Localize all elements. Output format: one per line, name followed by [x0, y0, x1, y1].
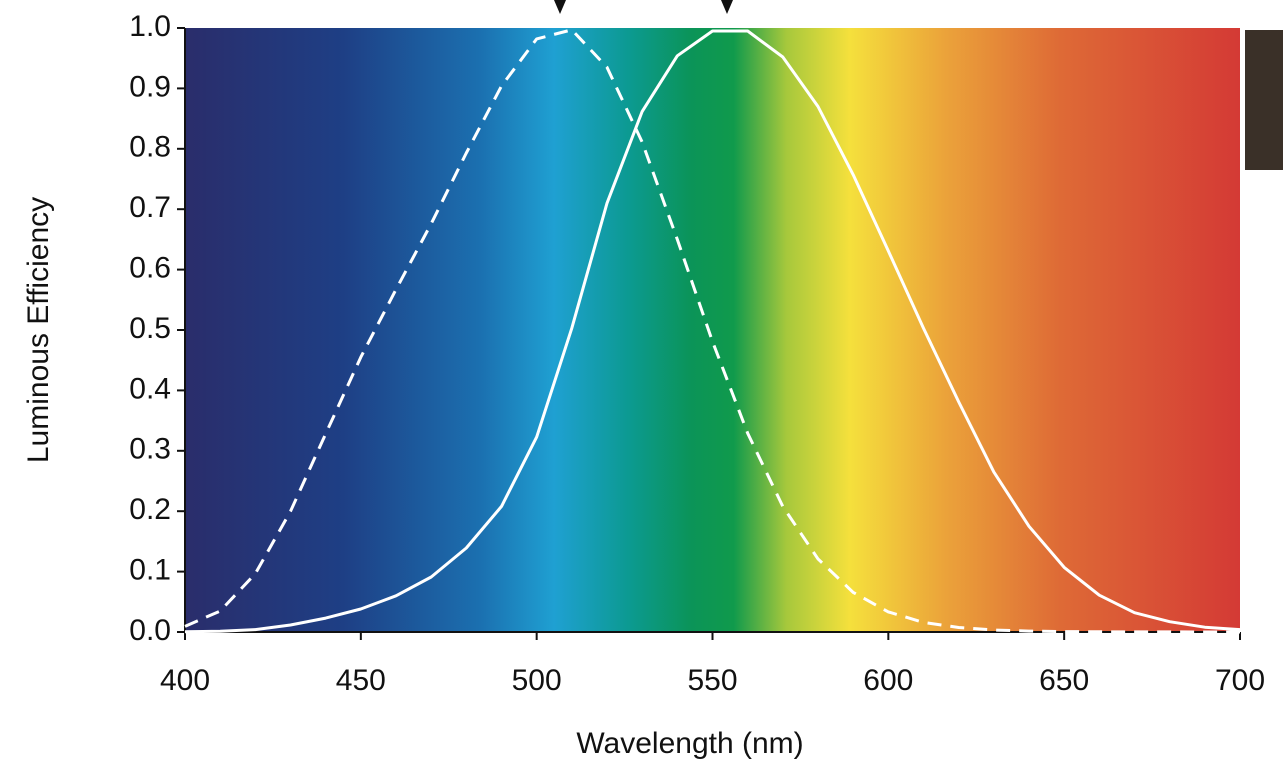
x-tick-label: 450: [336, 664, 386, 697]
series-line: [184, 29, 1241, 634]
arrow: [721, 0, 733, 14]
spectrum-background: [185, 28, 1240, 632]
y-tick-label: 0.3: [129, 433, 171, 466]
y-tick-label: 0.6: [129, 252, 171, 285]
x-tick-label: 400: [160, 664, 210, 697]
x-axis-label: Wavelength (nm): [576, 727, 803, 760]
thumbnail-fragment: [1245, 30, 1283, 170]
y-tick-label: 0.8: [129, 131, 171, 164]
y-tick-label: 0.9: [129, 70, 171, 103]
y-tick-label: 0.7: [129, 191, 171, 224]
y-tick-label: 0.0: [129, 614, 171, 647]
y-tick-label: 0.1: [129, 554, 171, 587]
x-tick-label: 600: [863, 664, 913, 697]
arrow: [554, 0, 566, 14]
y-axis-label: Luminous Efficiency: [22, 197, 55, 463]
series-line: [184, 28, 1240, 634]
x-tick-label: 700: [1215, 664, 1265, 697]
y-tick-label: 0.5: [129, 312, 171, 345]
y-tick-label: 0.2: [129, 493, 171, 526]
y-tick-label: 0.4: [129, 372, 171, 405]
x-tick-label: 550: [687, 664, 737, 697]
y-tick-label: 1.0: [129, 10, 171, 43]
x-tick-label: 650: [1039, 664, 1089, 697]
x-tick-label: 500: [512, 664, 562, 697]
